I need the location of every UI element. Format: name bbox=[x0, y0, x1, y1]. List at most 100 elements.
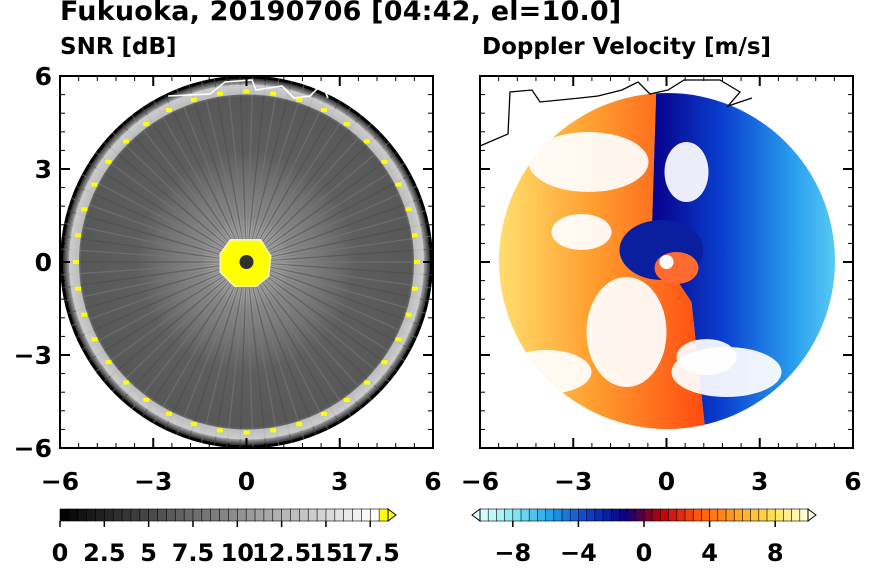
snr-ray bbox=[121, 122, 247, 263]
snr-ray bbox=[226, 76, 248, 263]
colorbar-segment bbox=[174, 508, 185, 522]
snr-ray bbox=[246, 131, 382, 263]
colorbar-segment bbox=[692, 508, 703, 522]
snr-ray bbox=[245, 261, 280, 446]
colorbar-segment bbox=[307, 508, 318, 522]
snr-ray bbox=[246, 222, 430, 263]
snr-high-speck bbox=[243, 430, 250, 435]
colorbar-segment bbox=[334, 508, 345, 522]
x-tick-label: −3 bbox=[554, 467, 592, 496]
snr-ray bbox=[246, 122, 372, 263]
colorbar-segment bbox=[272, 508, 283, 522]
snr-ray bbox=[246, 261, 422, 327]
x-tick-label: 6 bbox=[424, 467, 441, 496]
colorbar-tick-label: 2.5 bbox=[83, 539, 126, 567]
colorbar-tick-label: 4 bbox=[701, 539, 718, 567]
snr-ray bbox=[245, 261, 329, 430]
colorbar-segment bbox=[569, 508, 580, 522]
x-tick-label: −3 bbox=[134, 467, 172, 496]
colorbar-segment bbox=[95, 508, 106, 522]
snr-high-speck bbox=[143, 122, 150, 127]
snr-high-speck bbox=[270, 428, 277, 433]
snr-high-speck bbox=[91, 182, 98, 187]
snr-ray bbox=[176, 88, 248, 263]
colorbar-segment bbox=[668, 508, 678, 522]
doppler-panel-title: Doppler Velocity [m/s] bbox=[482, 34, 772, 60]
colorbar-segment bbox=[183, 508, 194, 522]
colorbar-segment bbox=[561, 508, 571, 522]
snr-ray bbox=[67, 209, 247, 263]
snr-ray bbox=[246, 197, 422, 263]
snr-high-speck bbox=[296, 422, 303, 427]
snr-ray bbox=[75, 185, 247, 263]
snr-ray bbox=[71, 261, 247, 327]
snr-high-speck bbox=[405, 207, 412, 212]
doppler-data-gap bbox=[676, 339, 737, 375]
colorbar-segment bbox=[643, 508, 653, 522]
colorbar-segment bbox=[157, 508, 168, 522]
snr-ray bbox=[245, 107, 352, 263]
snr-ray bbox=[245, 261, 352, 417]
x-tick-label: 0 bbox=[238, 467, 255, 496]
snr-ray bbox=[200, 261, 248, 444]
y-tick-label: 3 bbox=[35, 155, 52, 184]
x-tick-label: 3 bbox=[751, 467, 768, 496]
colorbar-segment bbox=[709, 508, 719, 522]
snr-ray bbox=[188, 261, 248, 440]
snr-high-speck bbox=[364, 380, 371, 385]
colorbar-segment bbox=[528, 508, 539, 522]
snr-ray bbox=[61, 235, 247, 263]
snr-ray bbox=[245, 94, 329, 263]
snr-ray bbox=[87, 261, 247, 362]
snr-ray bbox=[226, 261, 248, 448]
snr-ray bbox=[60, 261, 247, 276]
snr-ray bbox=[245, 261, 293, 444]
colorbar-segment bbox=[68, 508, 79, 522]
snr-ray bbox=[246, 261, 372, 402]
snr-high-speck bbox=[243, 89, 250, 94]
colorbar-segment bbox=[651, 508, 662, 522]
colorbar-max-extension bbox=[807, 508, 817, 522]
snr-high-speck bbox=[381, 360, 388, 365]
colorbar-segment bbox=[254, 508, 265, 522]
colorbar-segment bbox=[586, 508, 596, 522]
coastline bbox=[167, 79, 329, 99]
snr-ray bbox=[245, 261, 317, 436]
colorbar-min-extension bbox=[471, 508, 481, 522]
colorbar-segment bbox=[263, 508, 274, 522]
snr-high-speck bbox=[122, 380, 129, 385]
snr-ray bbox=[246, 261, 432, 289]
snr-high-speck bbox=[75, 286, 82, 291]
snr-high-speck bbox=[405, 312, 412, 317]
snr-high-speck bbox=[166, 108, 173, 113]
colorbar-segment bbox=[537, 508, 547, 522]
colorbar-segment bbox=[684, 508, 694, 522]
snr-ray bbox=[245, 261, 362, 410]
snr-high-speck bbox=[270, 91, 277, 96]
snr-ray bbox=[246, 261, 426, 315]
snr-high-speck bbox=[190, 422, 197, 427]
snr-ray bbox=[245, 114, 362, 263]
colorbar-segment bbox=[77, 508, 88, 522]
snr-ray bbox=[213, 78, 248, 263]
snr-high-speck bbox=[395, 182, 402, 187]
colorbar-segment bbox=[660, 508, 670, 522]
snr-ray bbox=[246, 173, 412, 263]
colorbar-segment bbox=[520, 508, 530, 522]
colorbar-segment bbox=[627, 508, 637, 522]
colorbar-segment bbox=[725, 508, 735, 522]
snr-high-speck bbox=[105, 360, 112, 365]
doppler-colorbar: −8 −4 0 4 8 bbox=[471, 508, 817, 567]
colorbar-segment bbox=[59, 508, 70, 522]
snr-ray bbox=[63, 261, 247, 302]
snr-high-speck bbox=[414, 260, 420, 264]
doppler-data-gap bbox=[501, 350, 592, 394]
snr-high-speck bbox=[190, 97, 197, 102]
snr-high-speck bbox=[216, 428, 223, 433]
colorbar-segment bbox=[361, 508, 371, 522]
snr-ray bbox=[81, 173, 247, 263]
snr-ray bbox=[246, 261, 390, 383]
colorbar-tick-label: 5 bbox=[140, 539, 157, 567]
snr-high-speck bbox=[216, 91, 223, 96]
